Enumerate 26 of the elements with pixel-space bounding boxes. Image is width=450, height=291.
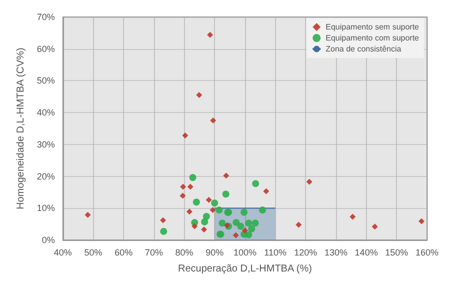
x-tick-label: 130% <box>324 248 348 258</box>
y-tick-label: 70% <box>36 12 55 22</box>
y-tick-label: 50% <box>36 76 55 86</box>
x-tick-label: 110% <box>264 248 286 258</box>
x-tick-label: 60% <box>114 248 133 258</box>
y-tick-label: 40% <box>36 108 55 118</box>
legend-label: Equipamento sem suporte <box>326 22 420 32</box>
legend-label: Equipamento com suporte <box>326 34 420 42</box>
y-axis-title: Homogeneidade D,L-HMTBA (CV%) <box>16 48 26 210</box>
y-tick-label: 0% <box>42 235 55 245</box>
x-tick-label: 70% <box>144 248 163 258</box>
x-tick-label: 50% <box>84 248 102 258</box>
x-tick-label: 90% <box>206 248 224 258</box>
y-tick-label: 10% <box>36 203 55 214</box>
x-tick-label: 140% <box>354 248 378 258</box>
y-tick-label: 60% <box>36 44 55 54</box>
x-axis-title: Recuperação D,L-HMTBA (%) <box>178 264 312 274</box>
x-tick-label: 120% <box>294 248 318 258</box>
x-tick-label: 160% <box>415 248 439 258</box>
x-tick-label: 80% <box>175 248 194 258</box>
y-tick-label: 20% <box>36 171 55 182</box>
x-tick-label: 150% <box>385 248 408 258</box>
legend-label: Zona de consistência <box>326 44 402 54</box>
x-tick-label: 40% <box>54 248 72 258</box>
x-tick-label: 100% <box>233 248 256 258</box>
y-tick-label: 30% <box>36 139 55 150</box>
